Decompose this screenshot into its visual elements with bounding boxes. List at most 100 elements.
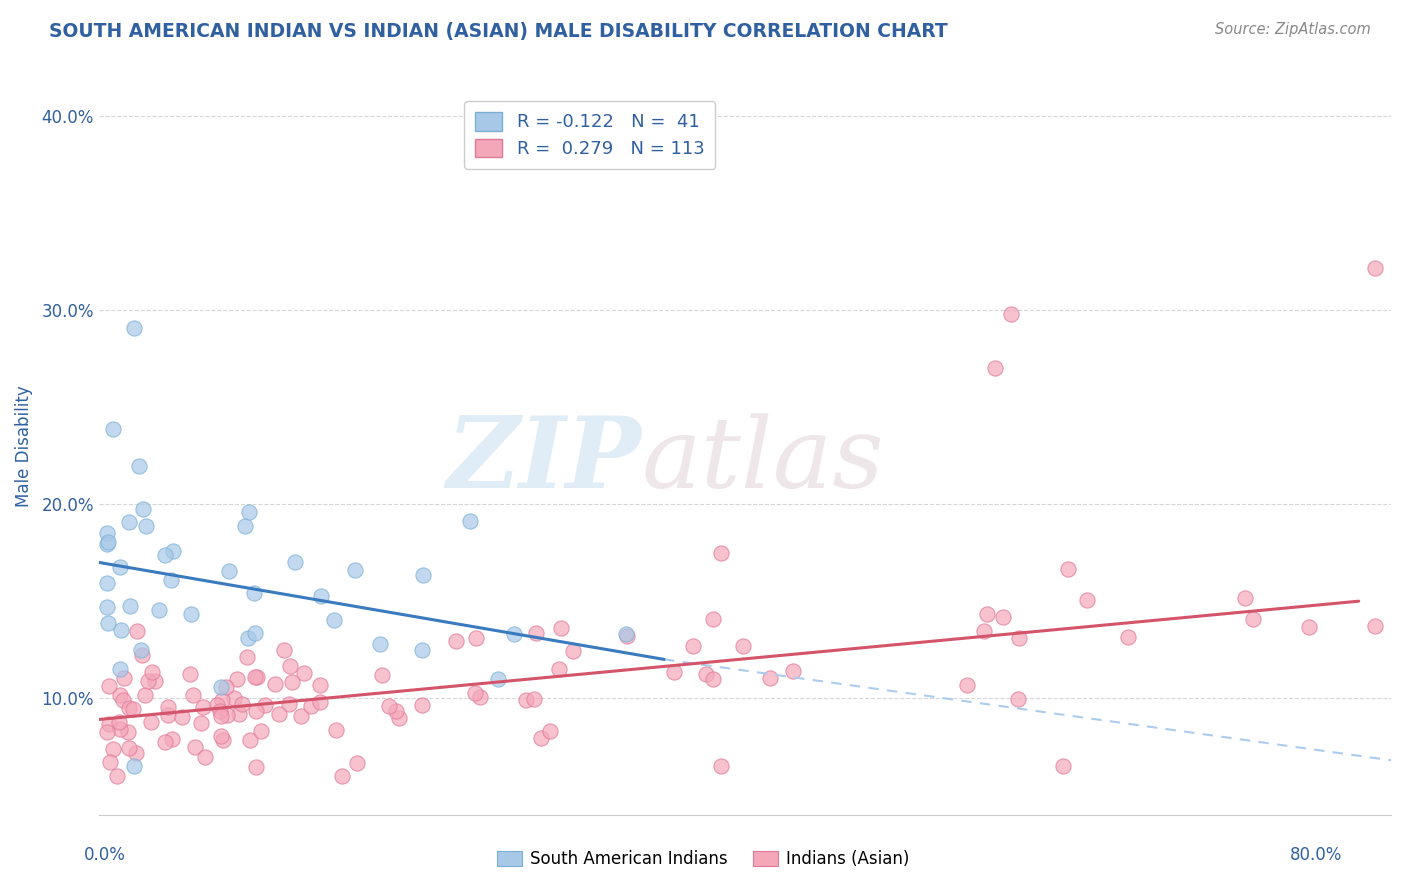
Point <box>238 505 260 519</box>
Point <box>682 639 704 653</box>
Point <box>228 707 250 722</box>
Point <box>136 673 159 688</box>
Point <box>1052 759 1074 773</box>
Text: atlas: atlas <box>641 413 884 508</box>
Point <box>733 639 755 653</box>
Point <box>96 600 118 615</box>
Point <box>277 698 299 712</box>
Point <box>550 622 572 636</box>
Point <box>309 678 332 692</box>
Point <box>264 677 287 691</box>
Point <box>110 689 132 703</box>
Text: 0.0%: 0.0% <box>84 846 127 863</box>
Point <box>368 637 391 651</box>
Point <box>1298 620 1320 634</box>
Point <box>993 609 1015 624</box>
Point <box>702 672 724 686</box>
Point <box>710 546 733 560</box>
Point <box>215 680 238 694</box>
Point <box>245 704 267 718</box>
Point <box>246 669 269 683</box>
Point <box>243 585 266 599</box>
Point <box>128 459 150 474</box>
Point <box>153 548 176 562</box>
Point <box>538 723 561 738</box>
Point <box>218 564 240 578</box>
Point <box>371 668 394 682</box>
Point <box>211 693 233 707</box>
Point <box>330 769 353 783</box>
Point <box>388 711 411 725</box>
Point <box>141 665 163 679</box>
Point <box>616 629 638 643</box>
Point <box>108 559 131 574</box>
Point <box>502 627 524 641</box>
Point <box>193 699 215 714</box>
Point <box>194 750 217 764</box>
Point <box>121 702 143 716</box>
Point <box>1000 307 1022 321</box>
Point <box>267 707 290 722</box>
Point <box>245 760 267 774</box>
Point <box>233 518 256 533</box>
Point <box>131 648 153 663</box>
Point <box>464 686 486 700</box>
Point <box>231 697 253 711</box>
Point <box>125 624 148 639</box>
Point <box>98 680 121 694</box>
Text: SOUTH AMERICAN INDIAN VS INDIAN (ASIAN) MALE DISABILITY CORRELATION CHART: SOUTH AMERICAN INDIAN VS INDIAN (ASIAN) … <box>49 22 948 41</box>
Point <box>209 729 232 743</box>
Point <box>562 644 585 658</box>
Point <box>273 643 295 657</box>
Point <box>97 535 120 549</box>
Point <box>444 634 467 648</box>
Point <box>284 555 307 569</box>
Point <box>110 722 132 736</box>
Point <box>135 519 157 533</box>
Point <box>208 704 231 718</box>
Point <box>101 422 124 436</box>
Point <box>1233 591 1256 605</box>
Point <box>1116 630 1139 644</box>
Point <box>385 704 408 718</box>
Point <box>226 672 249 686</box>
Point <box>515 693 537 707</box>
Point <box>190 716 212 731</box>
Point <box>486 672 509 686</box>
Point <box>120 599 142 614</box>
Point <box>236 631 259 645</box>
Point <box>96 724 118 739</box>
Point <box>100 756 122 770</box>
Point <box>695 666 717 681</box>
Point <box>346 756 368 771</box>
Point <box>156 707 179 722</box>
Point <box>112 671 135 685</box>
Point <box>103 741 125 756</box>
Point <box>468 690 491 704</box>
Point <box>1241 612 1264 626</box>
Point <box>96 526 118 541</box>
Point <box>162 544 184 558</box>
Point <box>290 709 312 723</box>
Point <box>1076 592 1098 607</box>
Y-axis label: Male Disability: Male Disability <box>15 385 32 507</box>
Point <box>108 662 131 676</box>
Point <box>299 699 322 714</box>
Point <box>112 693 135 707</box>
Point <box>235 649 257 664</box>
Point <box>117 725 139 739</box>
Point <box>170 709 193 723</box>
Point <box>311 590 333 604</box>
Point <box>976 607 998 621</box>
Point <box>209 708 232 723</box>
Point <box>245 670 267 684</box>
Point <box>125 746 148 760</box>
Point <box>1057 562 1080 576</box>
Point <box>1007 692 1029 706</box>
Point <box>254 698 277 712</box>
Point <box>458 514 481 528</box>
Point <box>239 732 262 747</box>
Point <box>118 741 141 756</box>
Point <box>782 664 804 678</box>
Point <box>134 689 156 703</box>
